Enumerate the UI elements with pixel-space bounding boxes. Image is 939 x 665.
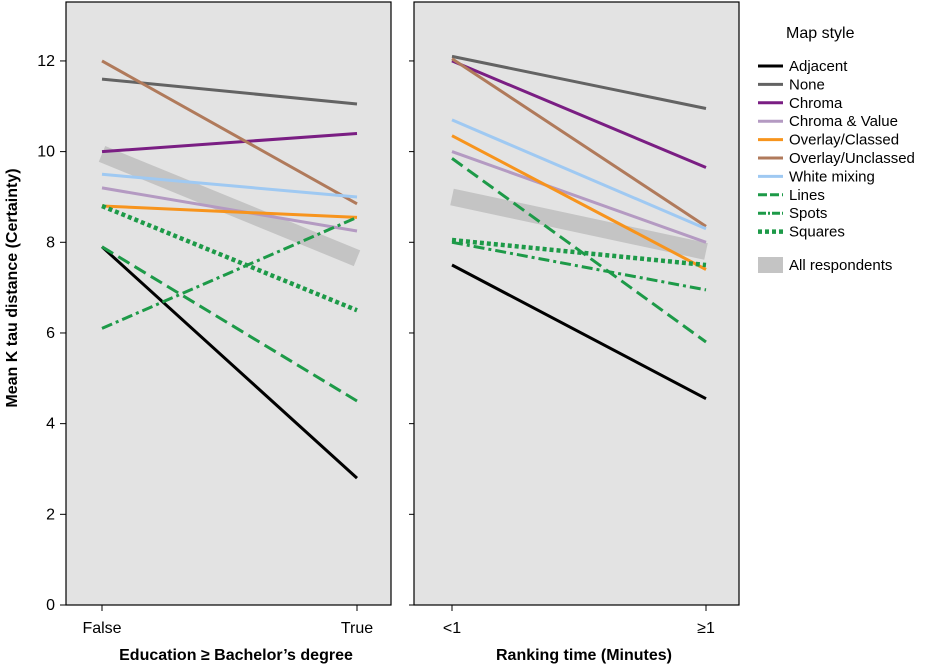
x-tick-label: True [341,620,373,637]
x-axis-title-left: Education ≥ Bachelor’s degree [119,647,353,664]
legend-label-lines: Lines [789,187,825,204]
legend-label-squares: Squares [789,224,845,241]
series-line-chroma-value-panel-1 [451,150,707,244]
series-line-all-respondents-panel-0 [98,146,361,267]
legend-label-spots: Spots [789,205,827,222]
panel-background-1 [413,1,740,606]
legend-title: Map style [786,25,855,42]
x-tick-label: False [82,620,121,637]
series-line-white-mixing-panel-0 [101,172,358,199]
series-line-overlay-unclassed-panel-1 [451,57,707,228]
legend-label-white-mixing: White mixing [789,168,875,185]
series-line-none-panel-1 [451,54,707,110]
y-tick-label: 8 [46,234,55,251]
series-line-overlay-classed-panel-1 [451,134,707,271]
series-line-chroma-panel-0 [101,132,358,154]
series-line-spots-panel-1 [451,240,707,292]
legend-label-adjacent: Adjacent [789,58,848,75]
y-tick-label: 0 [46,597,55,614]
y-tick-label: 4 [46,416,55,433]
series-line-squares-panel-1 [451,237,707,268]
legend-label-chroma: Chroma [789,95,843,112]
series-line-spots-panel-0 [101,216,358,330]
x-tick-label: <1 [443,620,461,637]
legend-label-chroma-value: Chroma & Value [789,113,898,130]
series-line-white-mixing-panel-1 [451,118,707,231]
legend-label-all-respondents: All respondents [789,257,892,274]
y-tick-label: 2 [46,506,55,523]
series-line-chroma-panel-1 [451,59,707,169]
y-axis-title: Mean K tau distance (Certainty) [4,168,21,407]
series-line-overlay-unclassed-panel-0 [101,59,358,206]
x-axis-title-right: Ranking time (Minutes) [496,647,672,664]
series-line-lines-panel-0 [101,245,358,403]
y-tick-label: 12 [37,53,55,70]
series-line-chroma-value-panel-0 [101,186,358,233]
x-tick-label: ≥1 [697,620,715,637]
series-line-adjacent-panel-1 [451,263,707,401]
legend-label-overlay-classed: Overlay/Classed [789,132,899,149]
series-line-adjacent-panel-0 [100,245,359,480]
y-tick-label: 10 [37,144,55,161]
legend-label-none: None [789,76,825,93]
series-line-all-respondents-panel-1 [450,188,708,260]
series-line-lines-panel-1 [451,157,707,344]
y-tick-label: 6 [46,325,55,342]
legend-label-overlay-unclassed: Overlay/Unclassed [789,150,915,167]
series-line-overlay-classed-panel-0 [101,204,358,219]
series-line-squares-panel-0 [101,203,358,313]
